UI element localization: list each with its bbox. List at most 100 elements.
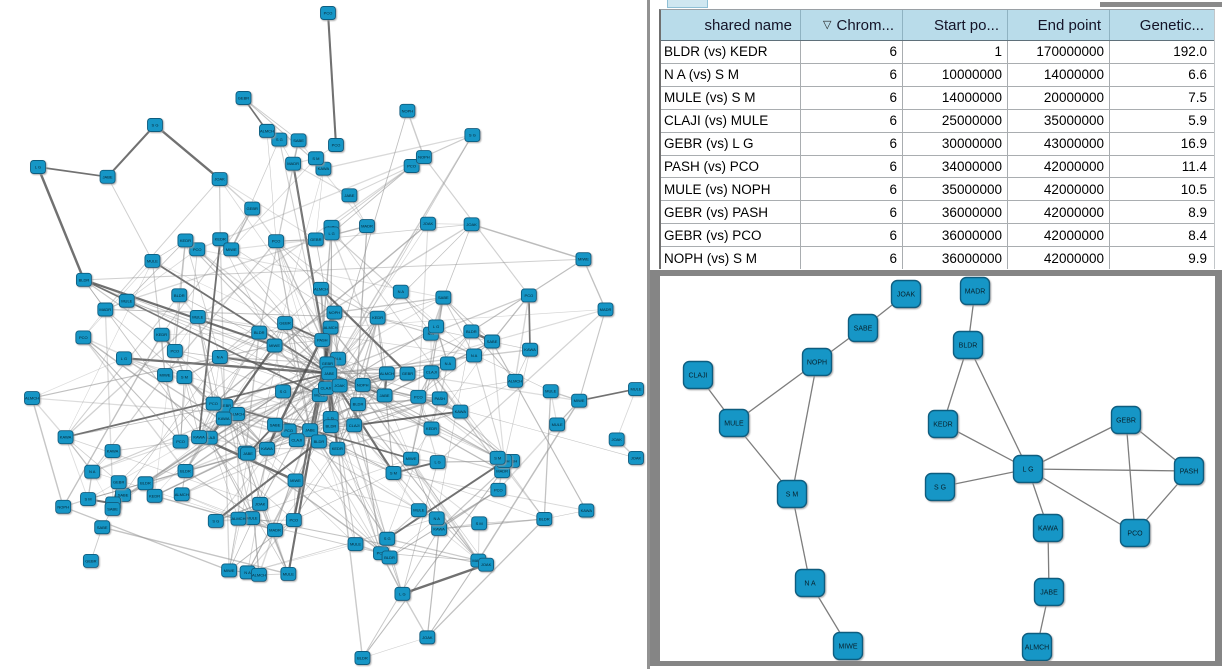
table-row[interactable]: MULE (vs) NOPH 6 35000000 42000000 10.5 xyxy=(661,178,1214,202)
overview-network-node[interactable]: S G xyxy=(271,132,288,147)
overview-network-node[interactable]: ALMCH xyxy=(251,567,267,582)
overview-network-node[interactable]: SABE xyxy=(435,290,452,305)
overview-network-node[interactable]: S G xyxy=(147,118,163,132)
overview-network-node[interactable]: NOPH xyxy=(399,103,416,118)
overview-network-node[interactable]: ALMCH xyxy=(259,123,275,138)
overview-network-node[interactable]: CLAJI xyxy=(288,433,305,448)
overview-network-node[interactable]: ALMCH xyxy=(24,391,40,405)
table-row[interactable]: GEBR (vs) PASH 6 36000000 42000000 8.9 xyxy=(661,201,1214,225)
overview-network-node[interactable]: GEBR xyxy=(244,201,261,216)
network-node-NOPH[interactable]: NOPH xyxy=(801,347,833,377)
overview-network-node[interactable]: MULE xyxy=(549,417,566,432)
overview-network-node[interactable]: JOAK xyxy=(331,378,348,393)
overview-network-node[interactable]: MADR xyxy=(267,523,283,537)
overview-network-node[interactable]: KEDR xyxy=(153,327,170,342)
overview-network-node[interactable]: MIWE xyxy=(221,563,238,578)
overview-network-node[interactable]: N A xyxy=(439,356,456,371)
table-row[interactable]: BLDR (vs) KEDR 6 1 170000000 192.0 xyxy=(661,41,1214,64)
overview-network-node[interactable]: KAWA xyxy=(215,411,232,426)
overview-network-node[interactable]: NOPH xyxy=(326,305,343,320)
overview-network-node[interactable]: SABE xyxy=(290,133,307,148)
network-node-PCO[interactable]: PCO xyxy=(1119,518,1151,548)
overview-network-node[interactable]: GEBR xyxy=(399,366,416,381)
overview-network-node[interactable]: MIWE xyxy=(157,368,173,383)
network-node-MULE[interactable]: MULE xyxy=(718,408,750,438)
network-node-GEBR[interactable]: GEBR xyxy=(1110,405,1142,435)
overview-network-node[interactable]: MULE xyxy=(118,293,135,308)
overview-network-node[interactable]: S M xyxy=(176,370,193,384)
panel-divider[interactable] xyxy=(647,0,650,669)
overview-network-node[interactable]: S G xyxy=(275,384,291,399)
network-node-ALMCH[interactable]: ALMCH xyxy=(1021,632,1053,661)
overview-network-node[interactable]: JOAK xyxy=(211,172,228,187)
overview-network-node[interactable]: KEDR xyxy=(423,421,440,436)
overview-network-node[interactable]: JABE xyxy=(99,169,116,184)
overview-network-node[interactable]: GEBR xyxy=(307,232,324,247)
subnetwork-edge-NOPH-SM[interactable] xyxy=(791,361,818,495)
overview-network-node[interactable]: ALMCH xyxy=(378,366,395,381)
overview-network-node[interactable]: PCO xyxy=(328,138,344,152)
network-node-MIWE[interactable]: MIWE xyxy=(832,631,864,661)
overview-network-node[interactable]: KAWA xyxy=(452,404,469,419)
overview-network-node[interactable]: MULE xyxy=(280,566,297,581)
subnetwork-edge-LG-PCO[interactable] xyxy=(1027,468,1136,534)
overview-network-node[interactable]: L G xyxy=(428,319,445,334)
column-header-genetic[interactable]: Genetic... xyxy=(1109,10,1212,40)
overview-network-node[interactable]: KAWA xyxy=(57,430,74,445)
network-node-SABE[interactable]: SABE xyxy=(847,313,879,343)
overview-network-node[interactable]: MULE xyxy=(628,382,644,397)
network-node-BLDR[interactable]: BLDR xyxy=(952,330,984,360)
overview-network-node[interactable]: L G xyxy=(116,351,132,366)
overview-network-node[interactable]: CLAJI xyxy=(423,365,440,380)
overview-network-node[interactable]: SABE xyxy=(94,520,111,535)
scrollbar-track[interactable] xyxy=(1100,2,1222,7)
overview-network-node[interactable]: PCO xyxy=(189,242,206,257)
overview-network-node[interactable]: BLDR xyxy=(171,288,188,303)
overview-network-node[interactable]: MADR xyxy=(597,302,614,317)
overview-network-node[interactable]: MADR xyxy=(285,156,302,171)
overview-network-node[interactable]: N A xyxy=(466,348,482,363)
overview-network-node[interactable]: GEBR xyxy=(277,316,294,330)
overview-network-node[interactable]: L G xyxy=(394,586,411,601)
network-node-SM[interactable]: S M xyxy=(776,479,808,509)
overview-network-node[interactable]: S M xyxy=(307,151,324,166)
overview-network-node[interactable]: L G xyxy=(429,455,446,470)
subnetwork-edge-LG-GEBR[interactable] xyxy=(1027,419,1127,470)
overview-network-node[interactable]: S M xyxy=(80,492,96,507)
overview-network-node[interactable]: KEDR xyxy=(177,233,194,248)
overview-network-node[interactable]: GEBR xyxy=(82,553,99,568)
network-node-JABE[interactable]: JABE xyxy=(1033,577,1065,607)
overview-network-node[interactable]: N A xyxy=(84,464,101,479)
overview-network-node[interactable]: KAWA xyxy=(104,444,121,459)
overview-network-node[interactable]: GEBR xyxy=(110,475,127,490)
overview-network-node[interactable]: KEDR xyxy=(329,441,346,456)
overview-network-node[interactable]: BLDR xyxy=(536,512,553,526)
overview-network-node[interactable]: S G xyxy=(379,531,396,546)
overview-network-node[interactable]: BLDR xyxy=(177,463,194,478)
overview-network-node[interactable]: MIWE xyxy=(266,338,283,353)
overview-network-node[interactable]: SABE xyxy=(267,417,283,432)
overview-network-node[interactable]: BLDR xyxy=(381,550,398,565)
overview-network-node[interactable]: N A xyxy=(211,350,228,364)
overview-network-node[interactable]: PCO xyxy=(166,343,183,358)
overview-network-node[interactable]: BLDR xyxy=(463,324,480,339)
overview-network-node[interactable]: PASH xyxy=(431,391,448,406)
overview-network-node[interactable]: KEDR xyxy=(212,232,229,247)
overview-network-node[interactable]: ALMCH xyxy=(229,406,246,421)
network-node-KEDR[interactable]: KEDR xyxy=(927,409,959,439)
network-node-KAWA[interactable]: KAWA xyxy=(1032,513,1064,543)
overview-network-node[interactable]: BLDR xyxy=(350,397,366,412)
network-node-CLAJI[interactable]: CLAJI xyxy=(682,360,714,390)
table-row[interactable]: CLAJI (vs) MULE 6 25000000 35000000 5.9 xyxy=(661,109,1214,133)
scrollbar-thumb[interactable] xyxy=(667,0,708,8)
overview-network-node[interactable]: JABE xyxy=(302,423,319,438)
overview-network-node[interactable]: KAWA xyxy=(522,342,538,357)
overview-network-node[interactable]: L G xyxy=(30,160,46,174)
overview-network-node[interactable]: JOAK xyxy=(419,630,436,645)
overview-network-node[interactable]: MIWE xyxy=(403,451,419,466)
overview-network-node[interactable]: PCO xyxy=(320,6,336,20)
overview-network-node[interactable]: GEBR xyxy=(235,91,252,105)
network-node-JOAK[interactable]: JOAK xyxy=(890,279,922,309)
network-node-MADR[interactable]: MADR xyxy=(959,276,991,306)
overview-network-node[interactable]: KAWA xyxy=(578,503,595,518)
